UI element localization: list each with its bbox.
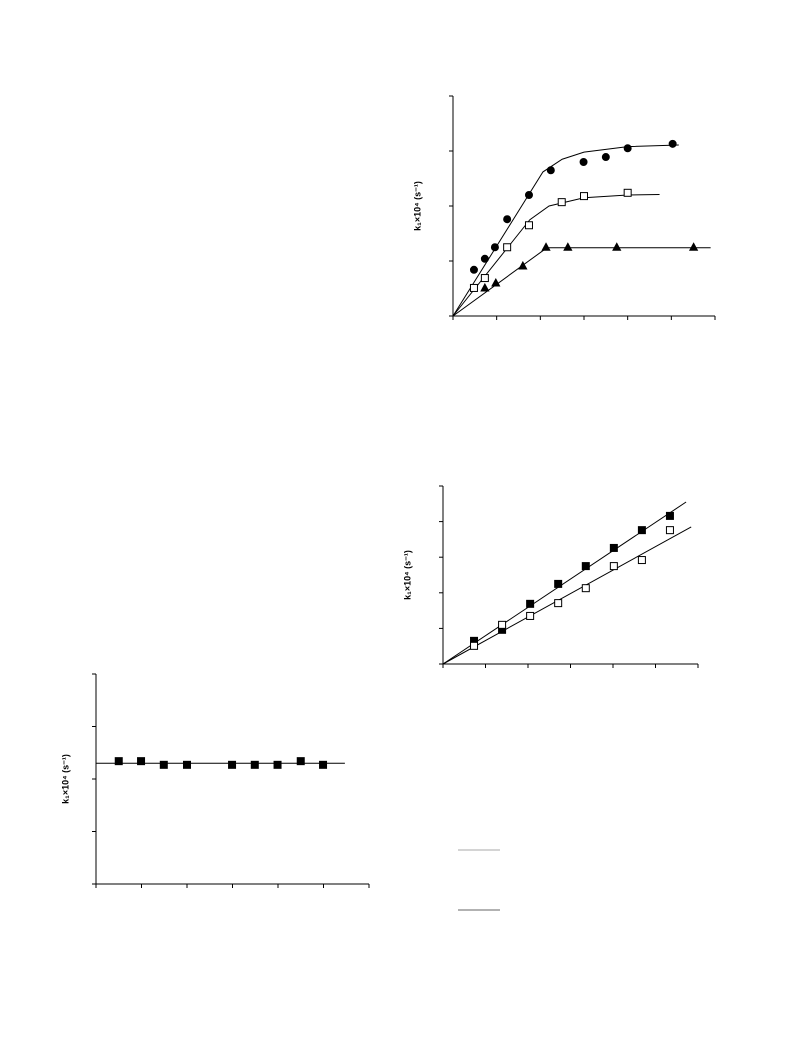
data-point [470,641,479,650]
data-point [480,282,490,292]
data-point [623,188,632,197]
y-axis-label: k₁×10⁴ (s⁻¹) [402,550,412,600]
data-point [319,760,328,769]
data-point [637,556,646,565]
data-point [491,277,501,287]
data-point [183,760,191,769]
data-point [581,562,590,571]
data-point [581,584,590,593]
data-point [469,265,478,274]
data-point [524,221,533,230]
data-point [518,260,528,270]
data-point [526,599,535,608]
data-point [526,611,535,620]
fit-line [442,526,692,665]
data-point [503,215,512,224]
data-point [541,242,551,251]
data-point [114,757,123,766]
data-point [480,254,489,263]
data-point [228,760,237,769]
data-point [273,760,282,769]
data-point [557,198,566,207]
data-point [546,166,555,175]
data-point [159,760,168,769]
data-point [688,242,699,251]
data-point [498,620,507,629]
data-point [668,139,677,148]
data-point [665,511,674,520]
data-point [503,243,512,252]
data-point [137,757,146,766]
data-point [554,579,563,588]
data-point [665,526,674,535]
data-point [250,760,259,769]
data-point [524,191,533,199]
data-point [554,599,563,608]
data-point [601,153,610,162]
data-point [469,283,478,292]
data-point [637,526,646,535]
data-point [609,562,618,571]
data-point [490,243,499,252]
data-point [480,274,489,283]
data-point [580,192,588,201]
data-point [612,242,622,251]
data-point [579,158,588,166]
y-axis-label: k₁×10⁴ (s⁻¹) [412,181,422,231]
data-point [623,144,632,153]
data-point [296,757,305,766]
fit-line [452,193,660,317]
y-axis-label: k₁×10⁴ (s⁻¹) [60,754,70,804]
data-point [563,242,573,251]
data-point [609,543,618,552]
